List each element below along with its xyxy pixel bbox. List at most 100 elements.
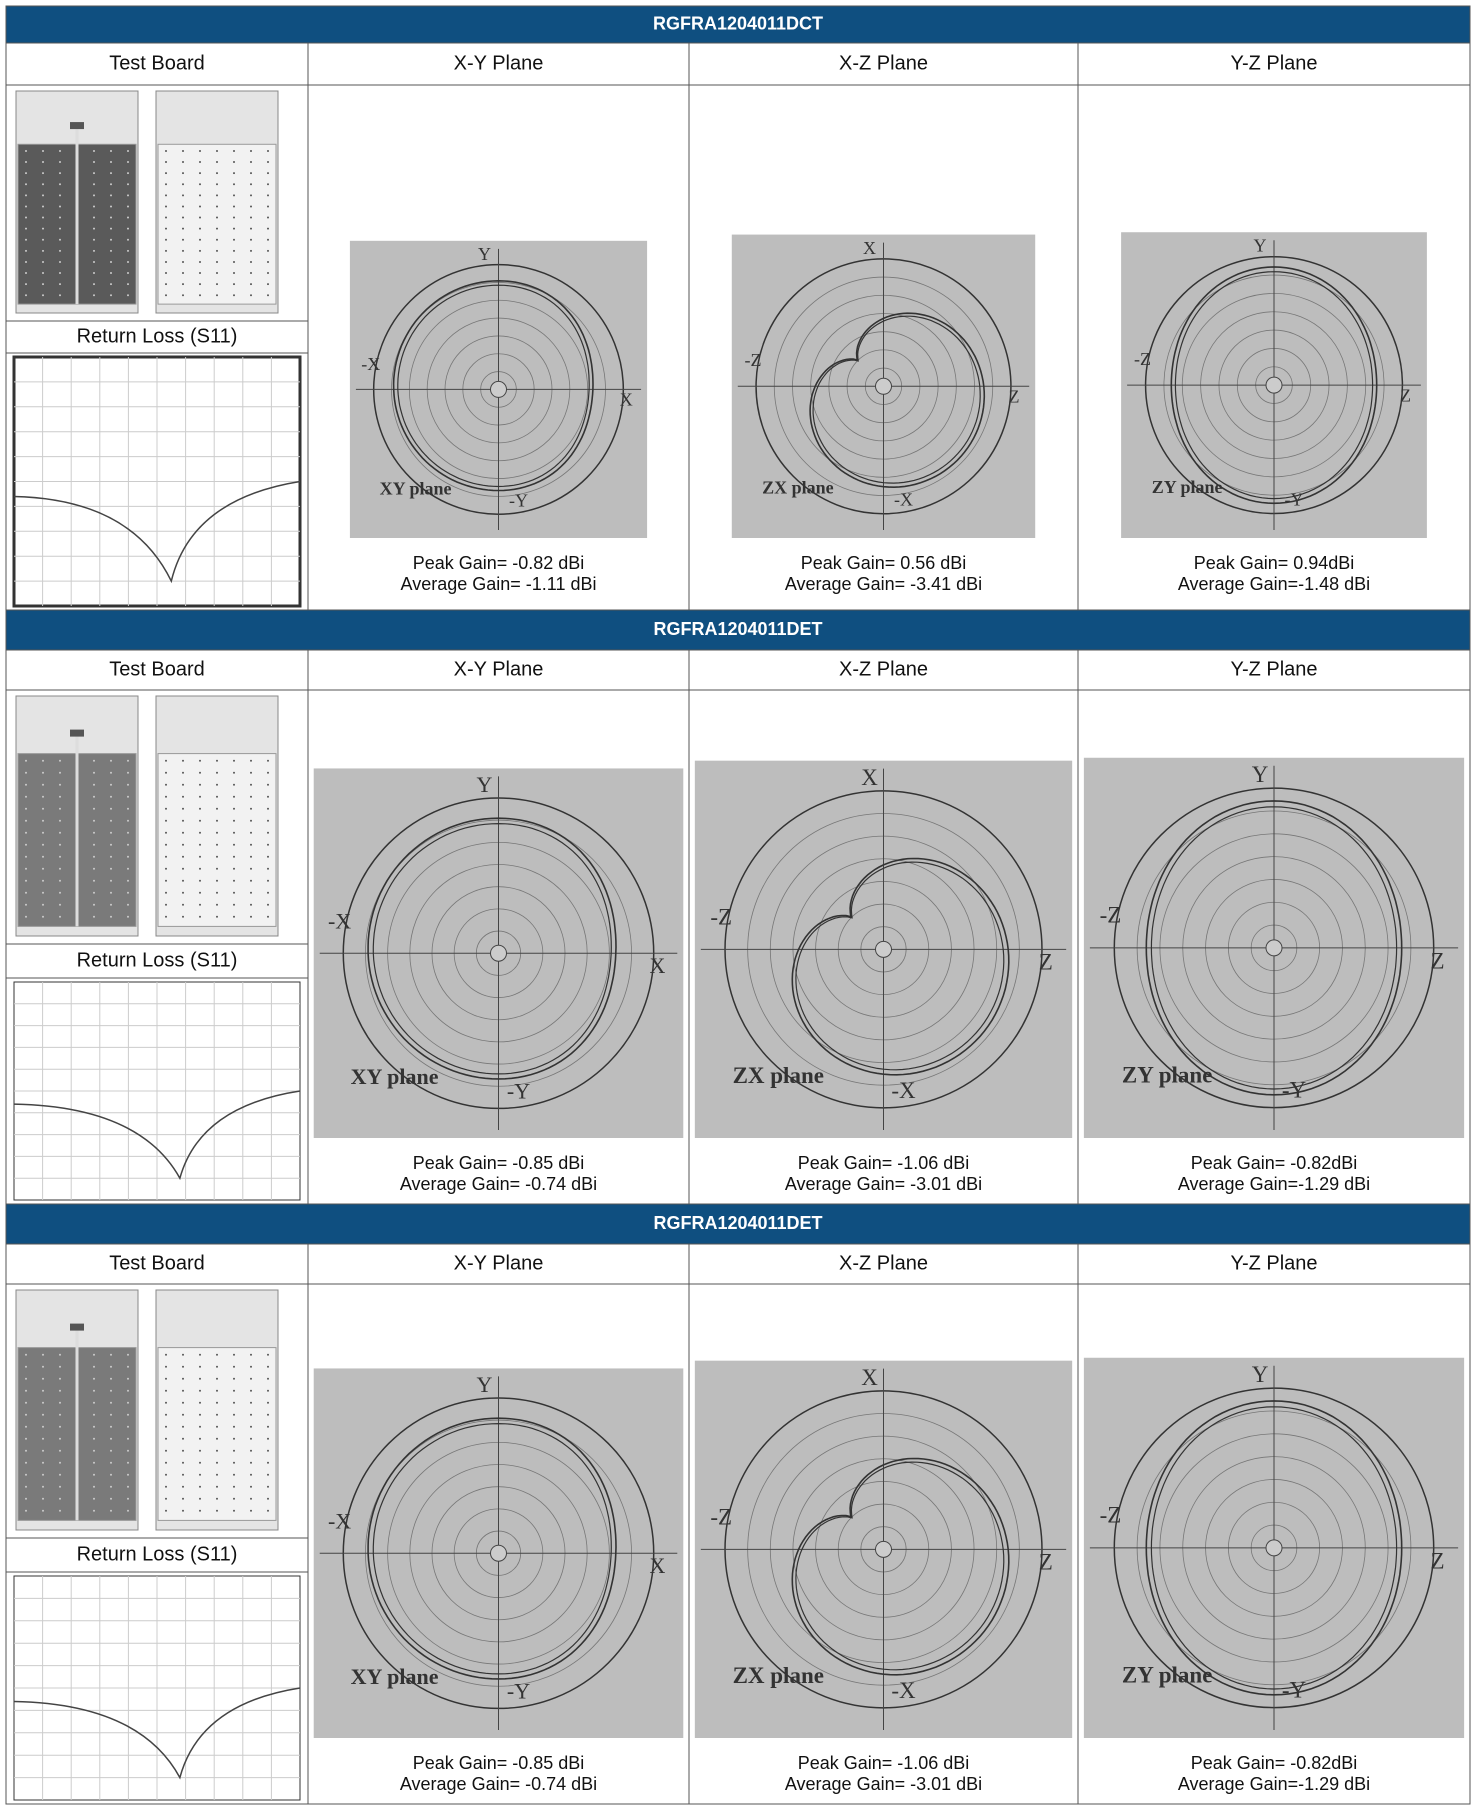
- rl-curve: [13, 1687, 301, 1780]
- board-via: [110, 1377, 112, 1380]
- board-via: [25, 1497, 27, 1500]
- board-via: [182, 795, 184, 798]
- board-via: [267, 294, 269, 297]
- board-via: [267, 1413, 269, 1416]
- axis-letter: Y: [477, 772, 493, 797]
- board-via: [199, 1461, 201, 1464]
- section-title: RGFRA1204011DCT: [653, 13, 823, 33]
- board-via: [165, 194, 167, 197]
- board-via: [127, 1485, 129, 1488]
- board-via: [250, 1353, 252, 1356]
- board-via: [250, 161, 252, 164]
- board-via: [216, 216, 218, 219]
- board-via: [267, 819, 269, 822]
- board-via: [42, 1401, 44, 1404]
- board-via: [93, 915, 95, 918]
- board-via: [182, 1509, 184, 1512]
- axis-letter: -Z: [745, 350, 762, 370]
- pattern-curve: [809, 312, 986, 489]
- board-via: [267, 205, 269, 208]
- pattern-curve: [1145, 1400, 1403, 1696]
- board-via: [233, 855, 235, 858]
- board-via: [199, 183, 201, 186]
- board-via: [25, 867, 27, 870]
- board-via: [25, 238, 27, 241]
- axis-letter: X: [861, 1365, 878, 1390]
- board-via: [267, 1461, 269, 1464]
- board-via: [165, 161, 167, 164]
- board-via: [42, 1497, 44, 1500]
- board-via: [182, 879, 184, 882]
- board-via: [199, 149, 201, 152]
- axis-letter: Y: [477, 1372, 493, 1397]
- board-via: [127, 891, 129, 894]
- board-via: [182, 843, 184, 846]
- board-via: [127, 1377, 129, 1380]
- board-via: [216, 891, 218, 894]
- board-via: [182, 1365, 184, 1368]
- board-via: [93, 903, 95, 906]
- column-header: Y-Z Plane: [1230, 1252, 1317, 1274]
- board-via: [233, 1401, 235, 1404]
- board-via: [199, 819, 201, 822]
- board-via: [93, 843, 95, 846]
- board-via: [165, 1437, 167, 1440]
- board-via: [267, 1449, 269, 1452]
- axis-letter: Z: [1430, 1548, 1444, 1573]
- board-via: [25, 891, 27, 894]
- board-via: [93, 1353, 95, 1356]
- board-via: [233, 1437, 235, 1440]
- board-ground: [157, 143, 277, 305]
- board-via: [59, 238, 61, 241]
- board-via: [25, 283, 27, 286]
- board-via: [267, 172, 269, 175]
- polar-center: [875, 940, 892, 958]
- board-via: [199, 205, 201, 208]
- board-via: [42, 1473, 44, 1476]
- board-via: [42, 903, 44, 906]
- board-via: [127, 903, 129, 906]
- board-via: [199, 771, 201, 774]
- board-via: [182, 183, 184, 186]
- board-via: [250, 194, 252, 197]
- board-via: [250, 879, 252, 882]
- board-via: [93, 227, 95, 230]
- board-via: [110, 879, 112, 882]
- plane-label: ZY plane: [1122, 1662, 1213, 1687]
- board-via: [199, 1389, 201, 1392]
- board-via: [59, 1401, 61, 1404]
- board-via: [110, 161, 112, 164]
- plane-label: ZX plane: [733, 1063, 824, 1088]
- board-via: [93, 216, 95, 219]
- board-via: [267, 1425, 269, 1428]
- pattern-curve: [367, 1417, 617, 1680]
- board-via: [165, 1509, 167, 1512]
- board-via: [216, 1413, 218, 1416]
- board-via: [127, 843, 129, 846]
- board-via: [25, 205, 27, 208]
- rl-curve: [13, 480, 301, 584]
- board-via: [233, 1377, 235, 1380]
- board-via: [216, 227, 218, 230]
- board-via: [165, 1497, 167, 1500]
- board-via: [59, 1497, 61, 1500]
- board-via: [110, 205, 112, 208]
- average-gain: Average Gain=-1.29 dBi: [1178, 1774, 1370, 1794]
- board-via: [93, 194, 95, 197]
- board-via: [199, 1353, 201, 1356]
- axis-letter: -X: [891, 1078, 916, 1103]
- board-via: [25, 1353, 27, 1356]
- board-via: [233, 819, 235, 822]
- board-via: [165, 759, 167, 762]
- board-via: [42, 771, 44, 774]
- board-via: [233, 161, 235, 164]
- pattern-curve: [791, 857, 1010, 1076]
- pattern-curve: [1150, 806, 1398, 1090]
- board-via: [25, 183, 27, 186]
- board-via: [165, 294, 167, 297]
- board-via: [182, 1377, 184, 1380]
- board-via: [216, 149, 218, 152]
- board-via: [127, 795, 129, 798]
- board-via: [199, 1377, 201, 1380]
- board-via: [127, 183, 129, 186]
